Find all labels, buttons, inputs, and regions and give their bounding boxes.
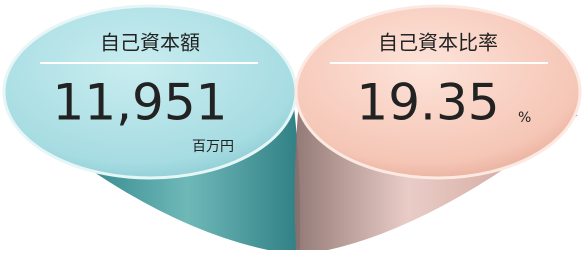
left-title: 自己資本額 [100, 31, 200, 55]
page: 自己資本額 11,951 百万円 自己資本比率 19.35 % (() => {… [0, 0, 582, 259]
right-title: 自己資本比率 [378, 31, 498, 55]
right-unit: % [518, 110, 531, 126]
left-value: 11,951 [53, 74, 228, 132]
left-unit: 百万円 [192, 139, 234, 155]
infographic: 自己資本額 11,951 百万円 自己資本比率 19.35 % [0, 0, 582, 259]
right-value: 19.35 [356, 74, 499, 132]
